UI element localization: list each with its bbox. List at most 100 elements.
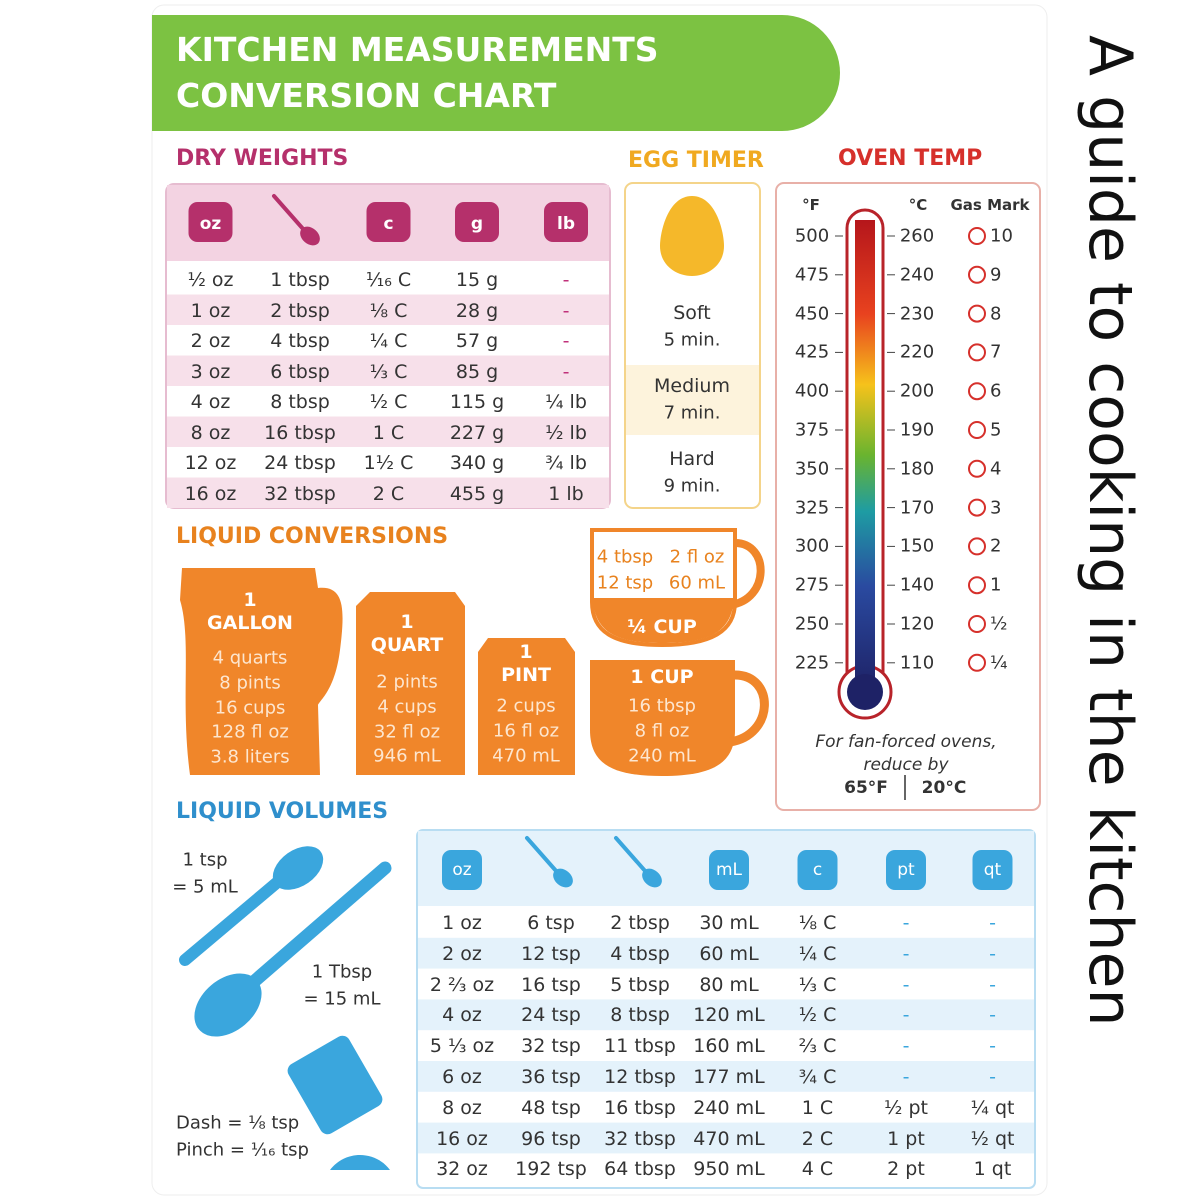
decoration	[968, 304, 986, 323]
section-title: OVEN TEMP	[838, 146, 983, 171]
container-title: 1	[519, 641, 533, 663]
cell: -	[902, 1004, 910, 1027]
cell: -	[562, 269, 570, 291]
cell: 64 tbsp	[604, 1158, 676, 1181]
decoration	[418, 1061, 1034, 1092]
cell: ¾ lb	[545, 452, 587, 474]
cell: ¾ C	[798, 1066, 837, 1088]
container-line: 4 tbsp	[596, 546, 654, 568]
cell: 24 tbsp	[264, 452, 336, 474]
container-line: 4 cups	[377, 696, 437, 718]
cell: 12 tbsp	[604, 1066, 676, 1088]
cell: 2 pt	[887, 1158, 925, 1181]
cell: -	[562, 330, 570, 352]
gas-mark: 2	[990, 535, 1002, 557]
section-title: EGG TIMER	[628, 148, 764, 173]
container-title: ¼ CUP	[627, 616, 697, 638]
cell: 6 oz	[442, 1066, 482, 1088]
oven-note: reduce by	[863, 755, 949, 775]
celsius: 220	[899, 341, 935, 363]
cell: -	[989, 1035, 996, 1058]
egg-level: Soft	[673, 302, 711, 324]
container-line: 2 fl oz	[669, 546, 725, 568]
egg-time: 7 min.	[663, 402, 721, 424]
cell: 5 ⅓ oz	[429, 1035, 495, 1058]
header-icon-label: oz	[199, 214, 222, 234]
oven-note: For fan-forced ovens,	[815, 732, 997, 752]
cell: 2 tbsp	[610, 912, 670, 934]
cell: 115 g	[449, 391, 505, 413]
volume-note: Dash = ⅛ tsp	[176, 1112, 300, 1134]
gas-mark: ½	[990, 613, 1008, 635]
cell: 1 lb	[548, 482, 584, 505]
volume-note: Pinch = ¹⁄₁₆ tsp	[176, 1139, 309, 1161]
decoration	[968, 343, 986, 362]
cell: ½ qt	[970, 1127, 1015, 1150]
title-line: KITCHEN MEASUREMENTS	[176, 30, 659, 69]
cell: 2 C	[372, 482, 405, 505]
cell: 950 mL	[693, 1158, 765, 1181]
container-line: 8 fl oz	[634, 720, 690, 742]
oven-note: 20°C	[921, 778, 967, 798]
decoration	[167, 416, 609, 447]
cell: 3 oz	[190, 360, 231, 383]
celsius: 110	[899, 652, 935, 674]
cell: 2 ⅔ oz	[429, 973, 495, 996]
cell: 177 mL	[693, 1066, 765, 1088]
gas-mark: 9	[990, 264, 1002, 286]
container-title: GALLON	[207, 612, 293, 634]
decoration	[968, 382, 986, 401]
cell: 1 C	[372, 421, 405, 444]
gas-mark: ¼	[990, 652, 1008, 674]
cell: 60 mL	[699, 942, 759, 965]
cell: ½ oz	[187, 269, 234, 291]
cell: 1 tbsp	[270, 269, 330, 291]
decoration	[366, 202, 411, 242]
container-title: QUART	[370, 634, 444, 656]
container-line: 240 mL	[628, 745, 696, 767]
section-title: DRY WEIGHTS	[176, 146, 349, 171]
cell: 4 tbsp	[270, 330, 330, 352]
cell: 1 pt	[887, 1127, 925, 1150]
cell: 48 tsp	[521, 1096, 581, 1119]
container-line: 2 pints	[376, 671, 438, 693]
cell: -	[989, 912, 996, 934]
cell: 192 tsp	[515, 1158, 587, 1181]
cell: ⅛ C	[798, 912, 837, 934]
cell: 16 oz	[436, 1127, 488, 1150]
fahrenheit: 225	[794, 652, 830, 674]
celsius: 120	[899, 613, 935, 635]
cell: -	[989, 973, 996, 996]
side-caption: A guide to cooking in the kitchen	[1075, 35, 1145, 1027]
cell: 32 tbsp	[264, 482, 336, 505]
decoration	[553, 868, 573, 888]
celsius: 230	[899, 303, 935, 325]
decoration	[188, 202, 233, 242]
cell: 340 g	[449, 452, 505, 474]
cell: 32 oz	[436, 1158, 488, 1181]
header-icon-label: lb	[557, 214, 575, 234]
cell: ⅓ C	[798, 973, 837, 996]
cell: 1 C	[801, 1096, 834, 1119]
cell: 8 tbsp	[270, 391, 330, 413]
volume-note: = 15 mL	[303, 988, 381, 1010]
container-line: 16 tbsp	[628, 695, 696, 717]
celsius: 170	[899, 497, 935, 519]
section-title: LIQUID CONVERSIONS	[176, 524, 449, 549]
container-line: 8 pints	[219, 672, 281, 694]
cell: 12 oz	[184, 452, 237, 474]
volume-note: 1 tsp	[182, 849, 228, 871]
decoration	[972, 850, 1013, 890]
cell: 470 mL	[693, 1127, 765, 1150]
decoration	[167, 355, 609, 386]
cell: 1 oz	[442, 912, 482, 934]
cell: 16 tbsp	[604, 1096, 676, 1119]
gas-mark: 4	[990, 458, 1002, 480]
gas-mark: 8	[990, 303, 1002, 325]
gas-mark: 5	[990, 419, 1002, 441]
celsius: 260	[899, 225, 935, 247]
cell: ½ C	[369, 391, 408, 413]
decoration	[418, 937, 1034, 969]
cell: -	[902, 973, 910, 996]
